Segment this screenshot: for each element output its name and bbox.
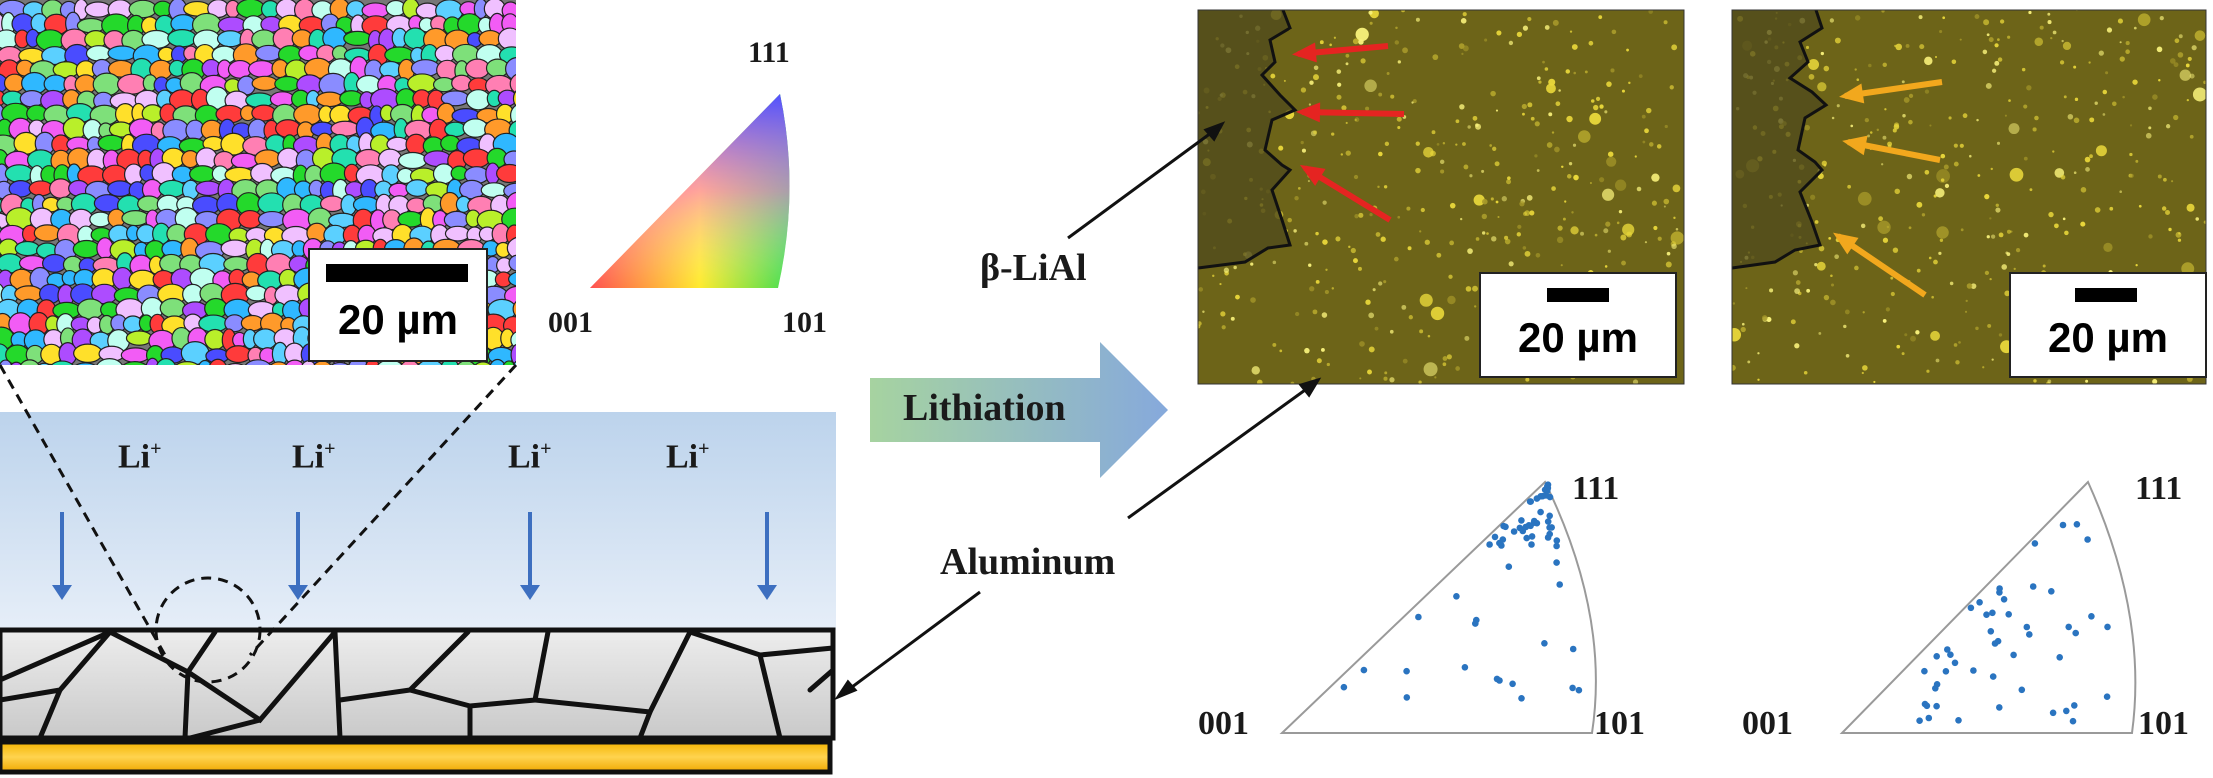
ipf-key-label-101: 101 [782,306,827,339]
callout-lines [834,121,1322,701]
lithiation-arrow [870,342,1168,478]
li-ion-text: Li [118,438,151,476]
micrograph-1-scale-bar: 20 µm [1479,272,1677,378]
li-ion-charge: + [540,438,552,460]
current-collector [0,739,833,775]
pole-figure-2-frame [1839,480,2137,734]
ebsd-scale-label: 20 µm [338,296,458,343]
li-ion-charge: + [698,438,710,460]
zoom-indicator [0,363,518,684]
grain-boundaries [0,629,836,741]
li-ion-charge: + [324,438,336,460]
li-ion-label-3: Li+ [508,438,552,476]
micrograph-1-scale-line [1547,288,1609,302]
micrograph-2-scale-label: 20 µm [2048,314,2168,361]
pole-figure-1-points [1340,481,1583,702]
micrograph-2-scale-line [2075,288,2137,302]
li-ion-label-2: Li+ [292,438,336,476]
aluminum-label: Aluminum [940,541,1116,583]
micrograph-1-markers [1292,42,1405,223]
li-ion-text: Li [666,438,699,476]
li-ion-label-4: Li+ [666,438,710,476]
electrolyte-region [0,412,836,630]
ebsd-scale-line [326,264,468,282]
ipf-key-label-111: 111 [748,36,790,69]
pole-figure-1-label-001: 001 [1198,705,1249,742]
pole-figure-2-label-111: 111 [2135,470,2183,507]
li-ion-label-1: Li+ [118,438,162,476]
ebsd-grain-map [0,0,516,365]
lithiation-label: Lithiation [903,387,1066,429]
ipf-key-label-001: 001 [548,306,593,339]
ebsd-scale-bar: 20 µm [308,248,488,362]
li-ion-charge: + [150,438,162,460]
pole-figure-2-points [1916,521,2111,725]
pole-figure-1-frame [1279,480,1597,734]
micrograph-1-scale-label: 20 µm [1518,314,1638,361]
beta-lial-label: β-LiAl [980,247,1087,289]
li-ion-arrows [52,512,777,600]
pole-figure-1-label-111: 111 [1572,470,1620,507]
li-ion-text: Li [292,438,325,476]
pole-figure-2-label-001: 001 [1742,705,1793,742]
li-ion-text: Li [508,438,541,476]
pole-figure-1-label-101: 101 [1594,705,1645,742]
micrograph-2-scale-bar: 20 µm [2009,272,2207,378]
pole-figure-2-label-101: 101 [2138,705,2189,742]
micrograph-2-markers [1833,79,1943,298]
ipf-color-key [590,94,790,288]
